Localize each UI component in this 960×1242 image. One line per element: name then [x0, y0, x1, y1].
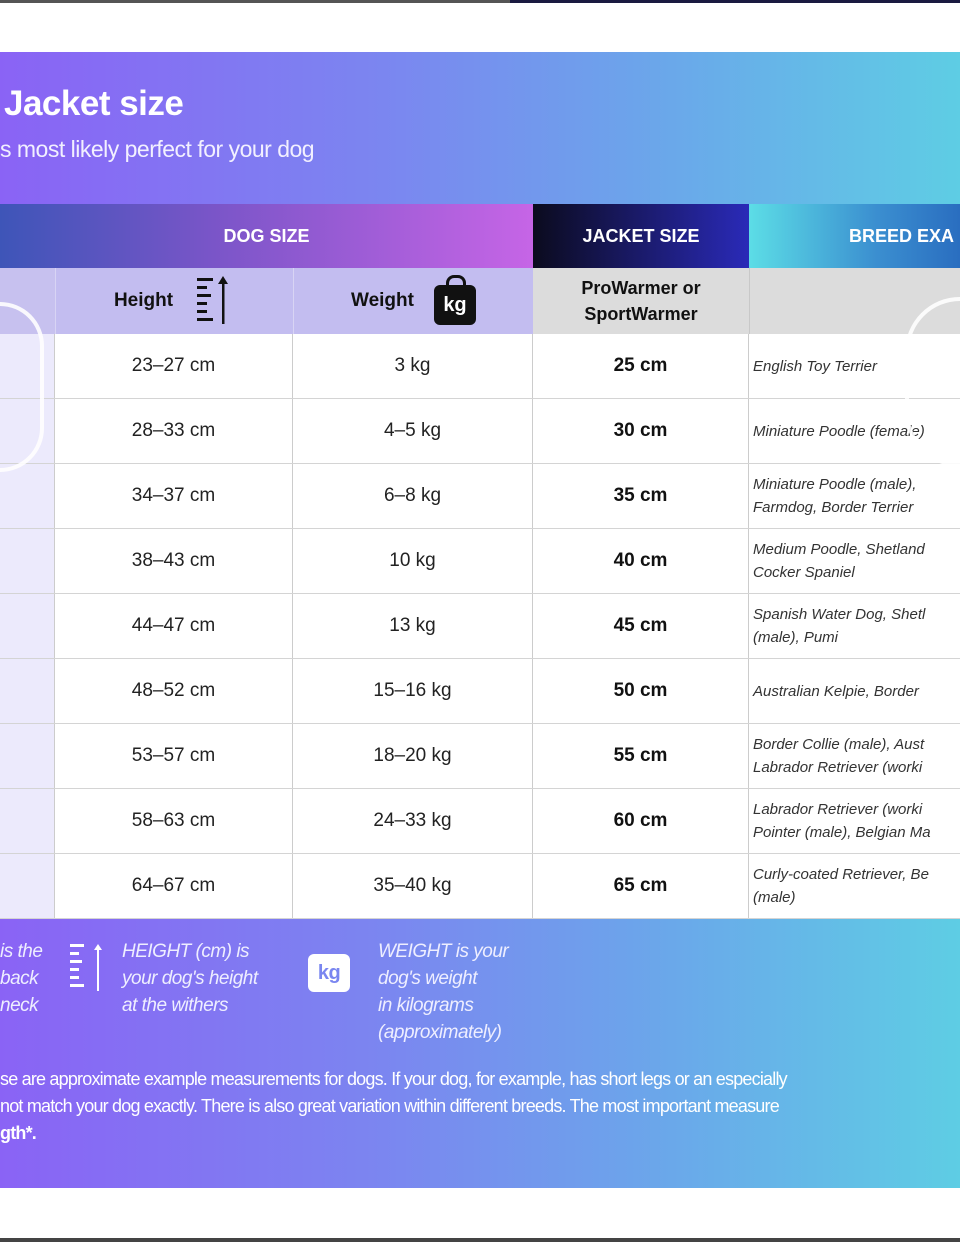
- jacket-model-line1: ProWarmer or: [581, 278, 701, 298]
- height-cell: 53–57 cm: [55, 724, 293, 788]
- weight-cell: 18–20 kg: [293, 724, 533, 788]
- height-cell: 44–47 cm: [55, 594, 293, 658]
- table-row: 44–47 cm 13 kg 45 cm Spanish Water Dog, …: [0, 594, 960, 659]
- legend-kg-text: kg: [317, 961, 341, 984]
- kg-text: kg: [443, 293, 467, 316]
- legend-weight-line: WEIGHT is your: [378, 941, 509, 962]
- note-line: gth*.: [0, 1123, 37, 1143]
- table-row: 53–57 cm 18–20 kg 55 cm Border Collie (m…: [0, 724, 960, 789]
- legend: is the back neck HEIGHT (cm) is your dog…: [0, 920, 960, 1060]
- note-line: not match your dog exactly. There is als…: [0, 1096, 780, 1116]
- legend-kg-icon: kg: [308, 954, 350, 992]
- jacket-size-cell: 35 cm: [533, 464, 749, 528]
- header-dog-size: DOG SIZE: [0, 204, 533, 268]
- height-cell: 28–33 cm: [55, 399, 293, 463]
- legend-length-line: is the: [0, 941, 43, 962]
- header-jacket-size: JACKET SIZE: [533, 204, 749, 268]
- breed-cell: Border Collie (male), Aust Labrador Retr…: [753, 736, 925, 776]
- length-cell: [0, 594, 55, 658]
- height-label: Height: [113, 290, 174, 311]
- ruler-icon: [197, 276, 229, 324]
- jacket-size-cell: 45 cm: [533, 594, 749, 658]
- jacket-size-cell: 60 cm: [533, 789, 749, 853]
- table-row: 23–27 cm 3 kg 25 cm English Toy Terrier: [0, 334, 960, 399]
- subheader-weight: Weight kg: [293, 268, 533, 334]
- decorative-circle-left: [0, 302, 44, 472]
- subheader-jacket-model: ProWarmer or SportWarmer: [533, 268, 749, 334]
- breed-cell: Medium Poodle, Shetland Cocker Spaniel: [753, 541, 925, 581]
- decorative-circle-right: [905, 297, 960, 467]
- jacket-size-cell: 40 cm: [533, 529, 749, 593]
- jacket-size-cell: 65 cm: [533, 854, 749, 918]
- table-row: 38–43 cm 10 kg 40 cm Medium Poodle, Shet…: [0, 529, 960, 594]
- legend-height: HEIGHT (cm) is your dog's height at the …: [122, 938, 258, 1019]
- top-strip: [0, 0, 960, 3]
- weight-cell: 35–40 kg: [293, 854, 533, 918]
- length-cell: [0, 724, 55, 788]
- weight-cell: 24–33 kg: [293, 789, 533, 853]
- legend-weight-line: in kilograms: [378, 995, 474, 1016]
- weight-cell: 15–16 kg: [293, 659, 533, 723]
- weight-cell: 10 kg: [293, 529, 533, 593]
- length-cell: [0, 854, 55, 918]
- length-cell: [0, 464, 55, 528]
- size-table: 23–27 cm 3 kg 25 cm English Toy Terrier …: [0, 334, 960, 919]
- subheader-height: Height: [55, 268, 293, 334]
- length-cell: [0, 659, 55, 723]
- legend-height-line: at the withers: [122, 995, 228, 1016]
- weight-kg-icon: kg: [433, 275, 476, 325]
- weight-cell: 13 kg: [293, 594, 533, 658]
- weight-cell: 6–8 kg: [293, 464, 533, 528]
- weight-cell: 4–5 kg: [293, 399, 533, 463]
- legend-weight-line: dog's weight: [378, 968, 478, 989]
- height-cell: 64–67 cm: [55, 854, 293, 918]
- table-row: 48–52 cm 15–16 kg 50 cm Australian Kelpi…: [0, 659, 960, 724]
- page-title: Jacket size: [4, 84, 184, 123]
- note-line: se are approximate example measurements …: [0, 1069, 788, 1089]
- height-cell: 38–43 cm: [55, 529, 293, 593]
- breed-cell: Miniature Poodle (male), Farmdog, Border…: [753, 476, 917, 516]
- disclaimer-note: se are approximate example measurements …: [0, 1066, 960, 1147]
- breed-cell: Spanish Water Dog, Shetl (male), Pumi: [753, 606, 926, 646]
- breed-cell: Australian Kelpie, Border: [753, 682, 919, 700]
- height-cell: 23–27 cm: [55, 334, 293, 398]
- breed-cell: Curly-coated Retriever, Be (male): [753, 866, 929, 906]
- length-cell: [0, 529, 55, 593]
- height-cell: 58–63 cm: [55, 789, 293, 853]
- height-cell: 48–52 cm: [55, 659, 293, 723]
- table-row: 64–67 cm 35–40 kg 65 cm Curly-coated Ret…: [0, 854, 960, 919]
- legend-weight: WEIGHT is your dog's weight in kilograms…: [378, 938, 509, 1046]
- jacket-size-cell: 30 cm: [533, 399, 749, 463]
- jacket-model-line2: SportWarmer: [584, 304, 698, 324]
- weight-label: Weight: [351, 290, 414, 311]
- legend-height-line: HEIGHT (cm) is: [122, 941, 250, 962]
- legend-ruler-icon: [70, 944, 102, 991]
- breed-cell: Labrador Retriever (worki Pointer (male)…: [753, 801, 931, 841]
- bottom-divider: [0, 1238, 960, 1242]
- jacket-size-cell: 55 cm: [533, 724, 749, 788]
- breed-cell: English Toy Terrier: [753, 357, 877, 375]
- legend-length-line: neck: [0, 995, 39, 1016]
- height-cell: 34–37 cm: [55, 464, 293, 528]
- legend-length-line: back: [0, 968, 39, 989]
- weight-cell: 3 kg: [293, 334, 533, 398]
- table-row: 28–33 cm 4–5 kg 30 cm Miniature Poodle (…: [0, 399, 960, 464]
- header-breed-examples: BREED EXA: [749, 204, 960, 268]
- size-chart-card: Jacket size s most likely perfect for yo…: [0, 52, 960, 1188]
- jacket-size-cell: 25 cm: [533, 334, 749, 398]
- length-cell: [0, 789, 55, 853]
- legend-length: is the back neck: [0, 938, 43, 1019]
- table-row: 34–37 cm 6–8 kg 35 cm Miniature Poodle (…: [0, 464, 960, 529]
- legend-height-line: your dog's height: [122, 968, 258, 989]
- jacket-size-cell: 50 cm: [533, 659, 749, 723]
- legend-weight-line: (approximately): [378, 1022, 502, 1043]
- table-row: 58–63 cm 24–33 kg 60 cm Labrador Retriev…: [0, 789, 960, 854]
- page-subtitle: s most likely perfect for your dog: [0, 136, 315, 162]
